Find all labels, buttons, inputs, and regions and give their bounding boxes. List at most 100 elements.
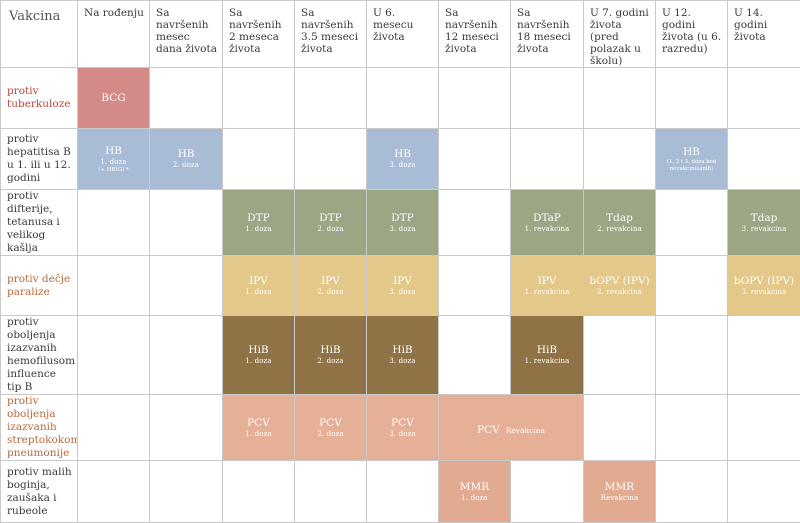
dose-name: Tdap <box>728 212 800 225</box>
dose-number: 1. doza <box>223 357 294 366</box>
dose-number: 2. doza <box>295 430 366 439</box>
dose-name: HB <box>367 148 438 161</box>
dose-number: 1. doza <box>223 288 294 297</box>
dose-name: HiB <box>223 344 294 357</box>
dose-name: bOPV (IPV) <box>728 275 800 288</box>
empty-cell <box>584 395 656 461</box>
dose-number: 1. doza <box>223 225 294 234</box>
header-12-years: U 12. godini života (u 6. razredu) <box>656 1 728 68</box>
table-row: protiv tuberkuloze BCG <box>1 68 800 129</box>
dose-number: Revakcina <box>506 426 545 435</box>
empty-cell <box>78 256 150 316</box>
dose-number: 3. doza <box>367 288 438 297</box>
dose-name: DTP <box>223 212 294 225</box>
vaccine-label-hepatitis-b: protiv hepatitisa B u 1. ili u 12. godin… <box>1 129 78 190</box>
dose-name: BCG <box>78 92 149 105</box>
table-row: protiv difterije, tetanusa i velikog kaš… <box>1 190 800 256</box>
table-row: protiv oboljenja izazvanih hemofilusom i… <box>1 316 800 395</box>
header-14-years: U 14. godini života <box>728 1 800 68</box>
dose-cell-hb-12-years: HB (1, 2 i 3. doza kod nevakcinisanih) <box>656 129 728 190</box>
dose-number: 2. doza <box>295 225 366 234</box>
empty-cell <box>223 461 295 523</box>
empty-cell <box>656 190 728 256</box>
empty-cell <box>78 395 150 461</box>
dose-number: 1. revakcina <box>511 288 583 297</box>
empty-cell <box>439 129 511 190</box>
dose-name: MMR <box>439 481 510 494</box>
vaccine-label-pneumococcus: protiv oboljenja izazvanih streptokokom … <box>1 395 78 461</box>
dose-name: DTP <box>295 212 366 225</box>
dose-number: 1. revakcina <box>511 357 583 366</box>
header-3-5-months: Sa navršenih 3.5 meseci života <box>295 1 367 68</box>
dose-cell-hb-1: HB 1. doza (+ HBIG) * <box>78 129 150 190</box>
dose-name: PCV <box>295 417 366 430</box>
dose-name: DTaP <box>511 212 583 225</box>
empty-cell <box>656 395 728 461</box>
empty-cell <box>511 461 584 523</box>
header-12-months: Sa navršenih 12 meseci života <box>439 1 511 68</box>
dose-cell-bcg: BCG <box>78 68 150 129</box>
empty-cell <box>439 68 511 129</box>
empty-cell <box>439 256 511 316</box>
dose-name: IPV <box>295 275 366 288</box>
empty-cell <box>367 68 439 129</box>
empty-cell <box>150 461 223 523</box>
dose-number: 3. revakcina <box>728 288 800 297</box>
empty-cell <box>150 256 223 316</box>
empty-cell <box>367 461 439 523</box>
empty-cell <box>150 395 223 461</box>
dose-name: IPV <box>511 275 583 288</box>
dose-name: PCV <box>367 417 438 430</box>
empty-cell <box>150 68 223 129</box>
header-18-months: Sa navršenih 18 meseci života <box>511 1 584 68</box>
empty-cell <box>656 316 728 395</box>
empty-cell <box>584 68 656 129</box>
table-row: protiv malih boginja, zaušaka i rubeole … <box>1 461 800 523</box>
dose-number: 3. revakcina <box>728 225 800 234</box>
header-6-months: U 6. mesecu života <box>367 1 439 68</box>
empty-cell <box>295 129 367 190</box>
header-2-months: Sa navršenih 2 meseca života <box>223 1 295 68</box>
dose-name: PCV <box>223 417 294 430</box>
dose-name: PCV <box>477 424 500 436</box>
dose-number: 1. doza <box>223 430 294 439</box>
header-vaccine: Vakcina <box>1 1 78 68</box>
empty-cell <box>78 461 150 523</box>
dose-name: HB <box>656 146 727 159</box>
dose-name: HB <box>78 145 149 158</box>
dose-name: MMR <box>584 481 655 494</box>
dose-number: 3. doza <box>367 357 438 366</box>
dose-name: IPV <box>223 275 294 288</box>
empty-cell <box>150 316 223 395</box>
dose-number: 2. revakcina <box>584 225 655 234</box>
dose-name: IPV <box>367 275 438 288</box>
dose-cell-bopv-14: bOPV (IPV)3. revakcina <box>728 256 800 316</box>
dose-cell-pcv-revaccination: PCV Revakcina <box>439 395 584 461</box>
dose-name: HiB <box>367 344 438 357</box>
dose-name: Tdap <box>584 212 655 225</box>
dose-name: DTP <box>367 212 438 225</box>
empty-cell <box>584 316 656 395</box>
vaccine-label-polio: protiv dečje paralize <box>1 256 78 316</box>
dose-number: 1. doza <box>78 158 149 167</box>
dose-cell-hb-2: HB 2. doza <box>150 129 223 190</box>
dose-number: 2. doza <box>150 161 222 170</box>
empty-cell <box>656 68 728 129</box>
header-row: Vakcina Na rođenju Sa navršenih mesec da… <box>1 1 800 68</box>
vaccine-label-dtp: protiv difterije, tetanusa i velikog kaš… <box>1 190 78 256</box>
